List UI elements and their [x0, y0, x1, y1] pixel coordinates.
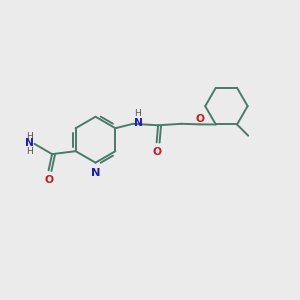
- Text: O: O: [195, 114, 204, 124]
- Text: H: H: [26, 132, 33, 141]
- Text: H: H: [26, 147, 33, 156]
- Text: N: N: [134, 118, 142, 128]
- Text: N: N: [91, 168, 100, 178]
- Text: O: O: [44, 175, 53, 185]
- Text: N: N: [25, 138, 34, 148]
- Text: O: O: [152, 147, 161, 157]
- Text: H: H: [134, 110, 141, 118]
